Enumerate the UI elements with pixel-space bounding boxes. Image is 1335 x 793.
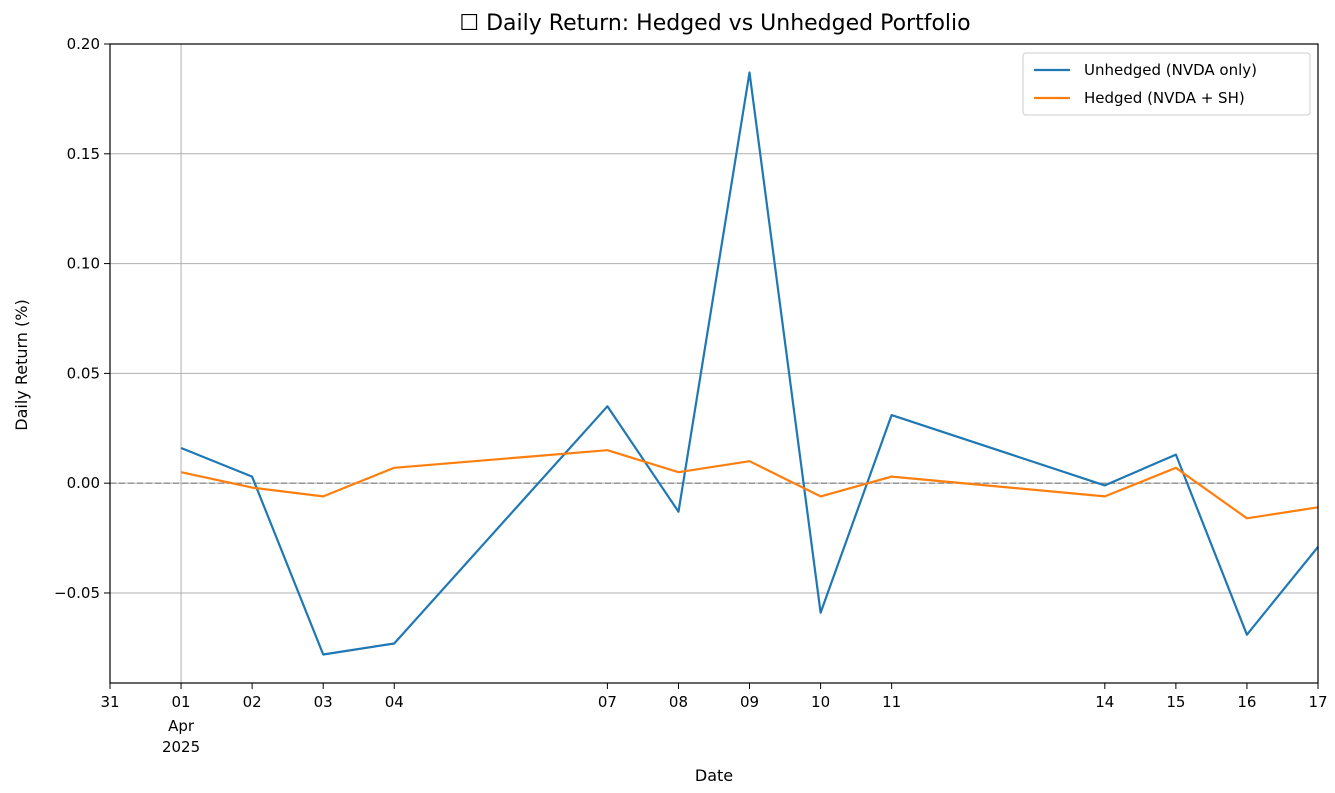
x-tick-label: 10 xyxy=(811,693,830,711)
series-line-unhedged xyxy=(180,71,1319,656)
chart-title: ☐ Daily Return: Hedged vs Unhedged Portf… xyxy=(459,11,970,36)
x-ticks: 31 01 Apr 2025 02 03 04 07 08 09 10 11 14 15 16 17 xyxy=(100,683,1328,756)
x-tick-label: 16 xyxy=(1237,693,1256,711)
y-tick-label: 0.15 xyxy=(67,145,100,163)
series-line-hedged xyxy=(180,449,1319,520)
x-tick-label: 14 xyxy=(1095,693,1114,711)
legend: Unhedged (NVDA only) Hedged (NVDA + SH) xyxy=(1022,52,1311,116)
series-layer xyxy=(180,71,1319,656)
x-tick-label: 02 xyxy=(243,693,262,711)
y-ticks: 0.20 0.15 0.10 0.05 0.00 −0.05 xyxy=(54,35,110,602)
chart-title-emoji: ☐ xyxy=(459,11,486,36)
x-axis-label: Date xyxy=(695,766,733,785)
x-tick-label: 11 xyxy=(882,693,901,711)
legend-label-unhedged: Unhedged (NVDA only) xyxy=(1084,61,1257,79)
y-tick-label: 0.00 xyxy=(67,474,100,492)
x-tick-label: 17 xyxy=(1308,693,1327,711)
y-tick-label: −0.05 xyxy=(54,584,100,602)
y-tick-label: 0.20 xyxy=(67,35,100,53)
legend-label-hedged: Hedged (NVDA + SH) xyxy=(1084,89,1245,107)
x-tick-label: 09 xyxy=(740,693,759,711)
x-tick-sublabel: 2025 xyxy=(162,738,200,756)
legend-box xyxy=(1022,52,1311,116)
x-tick-label: 01 xyxy=(172,693,191,711)
plot-frame xyxy=(109,43,1319,684)
x-tick-label: 04 xyxy=(385,693,404,711)
grid-layer xyxy=(110,43,1318,683)
x-tick-label: 15 xyxy=(1166,693,1185,711)
x-tick-label: 31 xyxy=(100,693,119,711)
chart-title-text: Daily Return: Hedged vs Unhedged Portfol… xyxy=(486,11,971,36)
x-tick-label: 08 xyxy=(669,693,688,711)
y-tick-label: 0.05 xyxy=(67,364,100,382)
y-axis-label: Daily Return (%) xyxy=(12,299,31,430)
x-tick-label: 07 xyxy=(598,693,617,711)
x-tick-sublabel: Apr xyxy=(168,717,195,735)
x-tick-label: 03 xyxy=(314,693,333,711)
y-tick-label: 0.10 xyxy=(67,255,100,273)
